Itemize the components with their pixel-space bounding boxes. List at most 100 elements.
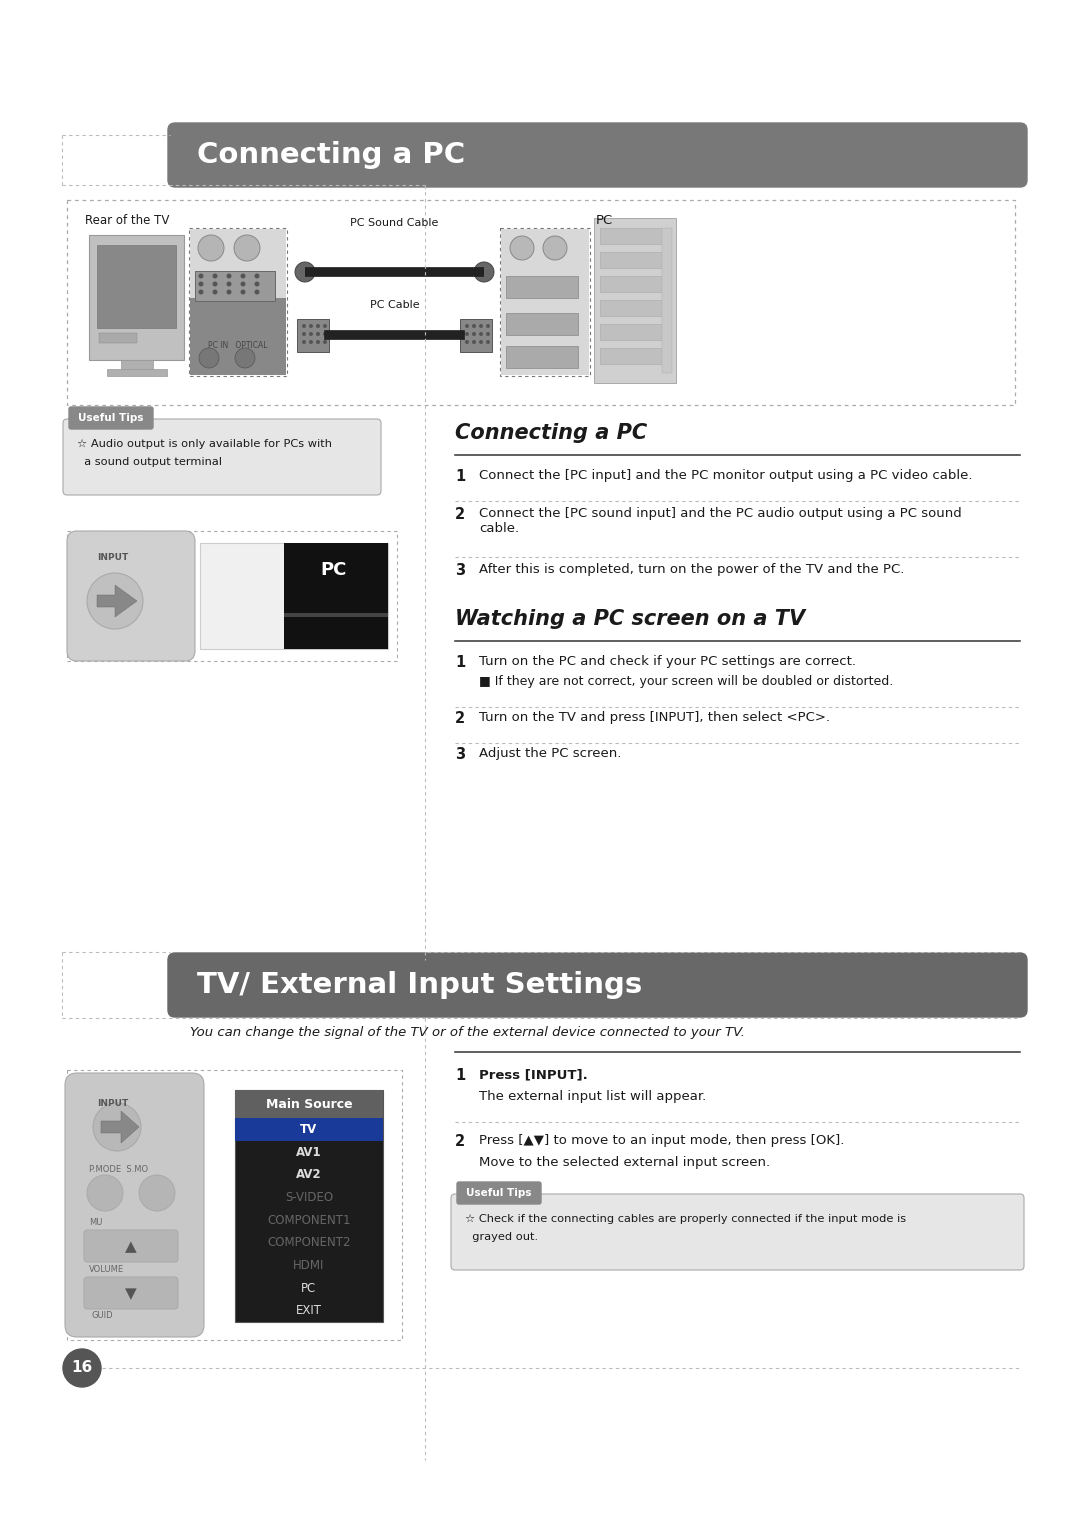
Text: Useful Tips: Useful Tips: [467, 1188, 531, 1199]
Bar: [460, 319, 492, 353]
Bar: [67, 200, 1015, 405]
Text: PC: PC: [596, 214, 613, 228]
Text: ▲: ▲: [125, 1240, 137, 1255]
Text: PC Sound Cable: PC Sound Cable: [350, 218, 438, 228]
Text: Connecting a PC: Connecting a PC: [455, 423, 647, 443]
Circle shape: [255, 281, 259, 287]
FancyBboxPatch shape: [67, 531, 195, 661]
Bar: [99, 333, 137, 344]
Bar: [297, 319, 329, 353]
Text: MU: MU: [89, 1219, 103, 1228]
Bar: [121, 360, 153, 370]
Text: EXIT: EXIT: [296, 1304, 322, 1318]
Text: 3: 3: [455, 747, 465, 762]
Text: VOLUME: VOLUME: [89, 1264, 124, 1274]
Text: Connect the [PC input] and the PC monitor output using a PC video cable.: Connect the [PC input] and the PC monito…: [480, 469, 972, 483]
Text: AV2: AV2: [296, 1168, 322, 1182]
Text: Press [INPUT].: Press [INPUT].: [480, 1067, 588, 1081]
Circle shape: [543, 237, 567, 260]
Circle shape: [139, 1174, 175, 1211]
Circle shape: [199, 348, 219, 368]
Text: 1: 1: [455, 469, 465, 484]
Circle shape: [255, 273, 259, 278]
Circle shape: [323, 331, 327, 336]
Bar: [97, 244, 176, 328]
Bar: [600, 348, 670, 363]
Text: Rear of the TV: Rear of the TV: [85, 214, 170, 228]
Bar: [235, 1090, 383, 1322]
Bar: [284, 544, 388, 649]
Circle shape: [480, 331, 483, 336]
Bar: [190, 229, 286, 298]
Bar: [195, 270, 275, 301]
Circle shape: [472, 331, 476, 336]
Bar: [235, 1090, 383, 1118]
Bar: [89, 235, 184, 360]
Circle shape: [199, 281, 203, 287]
Text: 2: 2: [455, 507, 465, 522]
Text: TV/ External Input Settings: TV/ External Input Settings: [197, 971, 643, 999]
Text: P.MODE  S.MO: P.MODE S.MO: [89, 1165, 148, 1174]
Text: ▼: ▼: [125, 1287, 137, 1301]
Circle shape: [93, 1102, 141, 1151]
Text: PC IN   OPTICAL: PC IN OPTICAL: [208, 341, 268, 350]
Text: Useful Tips: Useful Tips: [78, 412, 144, 423]
Text: GUID: GUID: [92, 1312, 113, 1319]
Text: PC Cable: PC Cable: [369, 299, 419, 310]
Bar: [501, 229, 589, 376]
Bar: [67, 531, 397, 661]
Bar: [200, 544, 388, 649]
Text: PC: PC: [301, 1281, 316, 1295]
Circle shape: [235, 348, 255, 368]
Circle shape: [241, 281, 245, 287]
Circle shape: [302, 341, 306, 344]
Circle shape: [465, 331, 469, 336]
Circle shape: [474, 263, 494, 282]
Text: Turn on the TV and press [INPUT], then select <PC>.: Turn on the TV and press [INPUT], then s…: [480, 712, 831, 724]
FancyBboxPatch shape: [84, 1277, 178, 1309]
Circle shape: [198, 235, 224, 261]
Circle shape: [486, 341, 490, 344]
Circle shape: [241, 290, 245, 295]
FancyBboxPatch shape: [451, 1194, 1024, 1270]
Text: Connecting a PC: Connecting a PC: [197, 140, 465, 169]
Text: a sound output terminal: a sound output terminal: [77, 457, 222, 467]
Circle shape: [227, 281, 231, 287]
Bar: [500, 228, 590, 376]
Bar: [507, 347, 578, 368]
Circle shape: [199, 290, 203, 295]
Text: 2: 2: [455, 712, 465, 725]
Circle shape: [227, 273, 231, 278]
Bar: [67, 1070, 402, 1341]
Circle shape: [309, 341, 313, 344]
Text: 1: 1: [455, 655, 465, 670]
Bar: [507, 276, 578, 298]
Text: Watching a PC screen on a TV: Watching a PC screen on a TV: [455, 609, 805, 629]
Circle shape: [465, 324, 469, 328]
Circle shape: [199, 273, 203, 278]
FancyBboxPatch shape: [457, 1182, 541, 1203]
Circle shape: [309, 331, 313, 336]
Text: grayed out.: grayed out.: [465, 1232, 538, 1241]
Circle shape: [213, 273, 217, 278]
Text: After this is completed, turn on the power of the TV and the PC.: After this is completed, turn on the pow…: [480, 563, 904, 576]
Circle shape: [213, 281, 217, 287]
Text: S-VIDEO: S-VIDEO: [285, 1191, 333, 1203]
Text: INPUT: INPUT: [97, 1099, 129, 1109]
Bar: [284, 612, 388, 617]
Text: Move to the selected external input screen.: Move to the selected external input scre…: [480, 1156, 770, 1170]
Bar: [662, 228, 672, 373]
Text: 3: 3: [455, 563, 465, 579]
Text: 16: 16: [71, 1361, 93, 1376]
Circle shape: [486, 324, 490, 328]
FancyBboxPatch shape: [168, 953, 1027, 1017]
Bar: [235, 1118, 383, 1141]
Polygon shape: [102, 1112, 139, 1144]
Bar: [600, 276, 670, 292]
Circle shape: [227, 290, 231, 295]
Circle shape: [241, 273, 245, 278]
Circle shape: [87, 1174, 123, 1211]
FancyBboxPatch shape: [69, 408, 153, 429]
Circle shape: [480, 341, 483, 344]
Text: ☆ Check if the connecting cables are properly connected if the input mode is: ☆ Check if the connecting cables are pro…: [465, 1214, 906, 1225]
